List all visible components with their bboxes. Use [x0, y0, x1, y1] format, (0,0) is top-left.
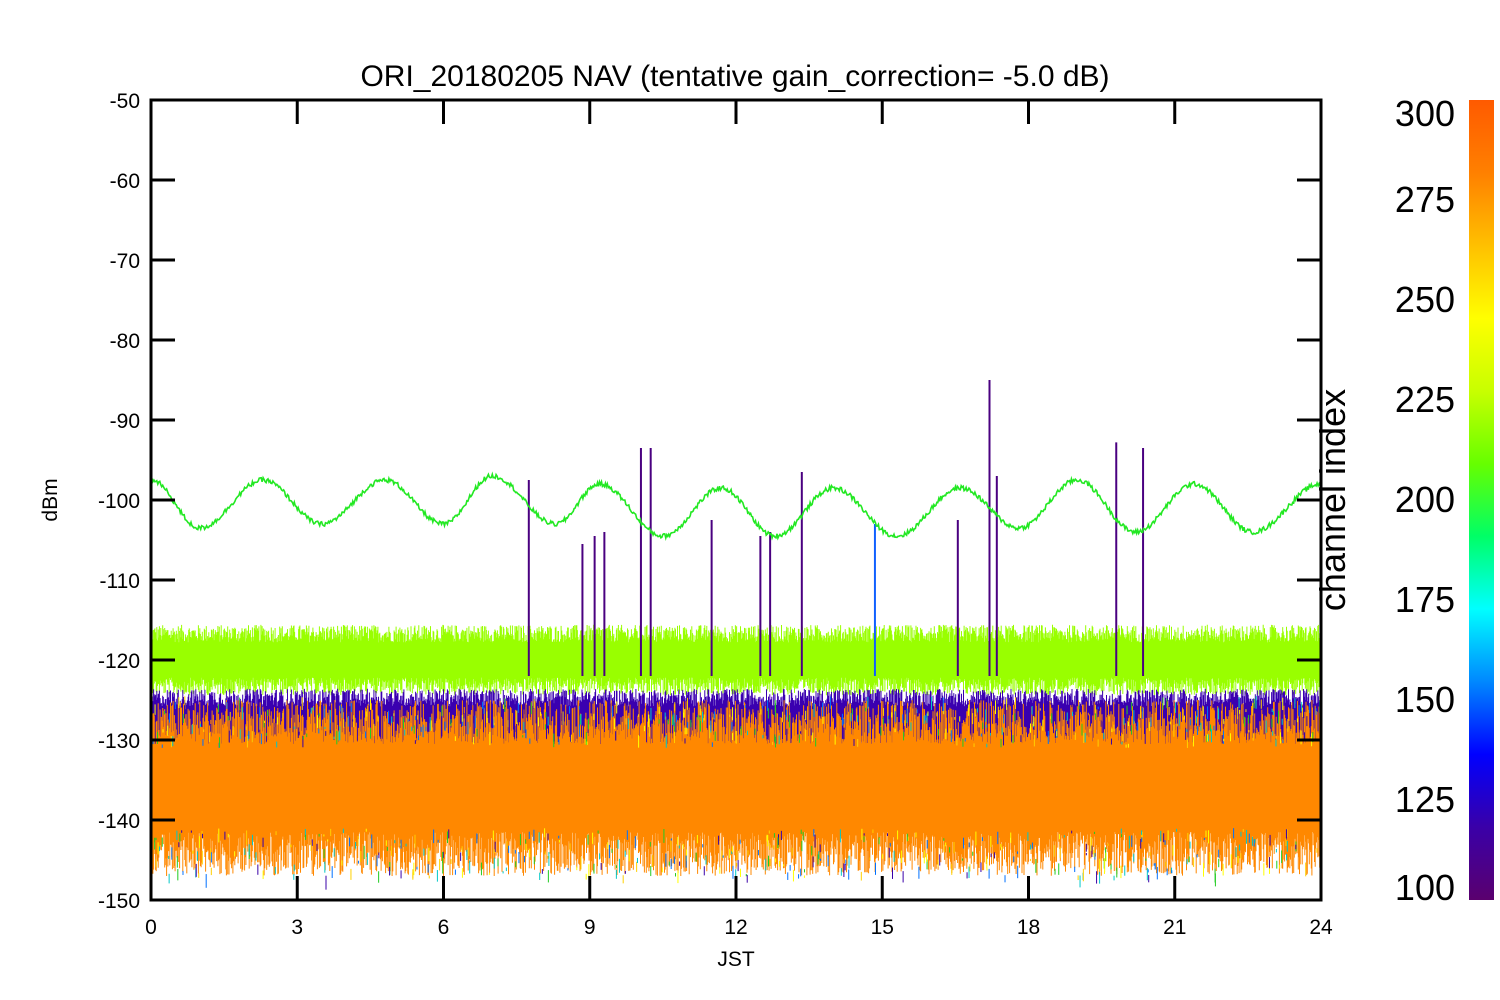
plot-area — [151, 380, 1321, 890]
y-tick-label: -120 — [98, 650, 140, 673]
colorbar-tick-label: 300 — [1395, 93, 1455, 134]
x-tick-label: 18 — [1017, 916, 1040, 939]
noise-band-series-2 — [151, 700, 1321, 876]
y-tick-label: -130 — [98, 730, 140, 753]
colorbar-tick-label: 225 — [1395, 379, 1455, 420]
spike-series — [527, 380, 1145, 676]
colorbar-tick-label: 150 — [1395, 679, 1455, 720]
y-tick-label: -70 — [110, 250, 140, 273]
x-tick-label: 12 — [724, 916, 747, 939]
x-tick-label: 15 — [871, 916, 894, 939]
colorbar: 100 125 150 175 200 225 250 275 300 — [1395, 93, 1494, 908]
x-tick-label: 3 — [291, 916, 303, 939]
x-tick-label: 24 — [1309, 916, 1333, 939]
x-tick-label: 6 — [438, 916, 450, 939]
x-axis-title: JST — [717, 948, 755, 971]
y-tick-label: -140 — [98, 810, 140, 833]
y-tick-label: -80 — [110, 330, 140, 353]
y-tick-label: -100 — [98, 490, 140, 513]
x-tick-label: 9 — [584, 916, 596, 939]
colorbar-tick-label: 175 — [1395, 579, 1455, 620]
colorbar-tick-label: 200 — [1395, 479, 1455, 520]
colorbar-tick-label: 125 — [1395, 779, 1455, 820]
noise-band-series-0 — [151, 624, 1321, 696]
y-tick-label: -60 — [110, 170, 140, 193]
y-tick-label: -90 — [110, 410, 140, 433]
x-axis: 0 3 6 9 12 15 18 21 24 — [145, 100, 1333, 939]
y-axis: -50 -60 -70 -80 -90 -100 -110 -120 -130 -140 -150 — [98, 90, 1321, 913]
colorbar-gradient — [1469, 100, 1494, 900]
y-tick-label: -110 — [100, 570, 140, 593]
y-tick-label: -150 — [98, 890, 140, 913]
colorbar-tick-label: 275 — [1395, 179, 1455, 220]
y-axis-title: dBm — [39, 478, 62, 521]
sinusoid-series — [151, 471, 1321, 542]
noise-band-texture — [151, 624, 1321, 696]
y-tick-label: -50 — [110, 90, 140, 113]
colorbar-tick-label: 250 — [1395, 279, 1455, 320]
noise-band-texture — [151, 700, 1321, 876]
colorbar-title: channel index — [1312, 389, 1353, 611]
x-tick-label: 0 — [145, 916, 157, 939]
colorbar-tick-label: 100 — [1395, 867, 1455, 908]
noise-speckle — [151, 695, 1321, 890]
chart-title: ORI_20180205 NAV (tentative gain_correct… — [360, 60, 1109, 93]
x-tick-label: 21 — [1163, 916, 1186, 939]
